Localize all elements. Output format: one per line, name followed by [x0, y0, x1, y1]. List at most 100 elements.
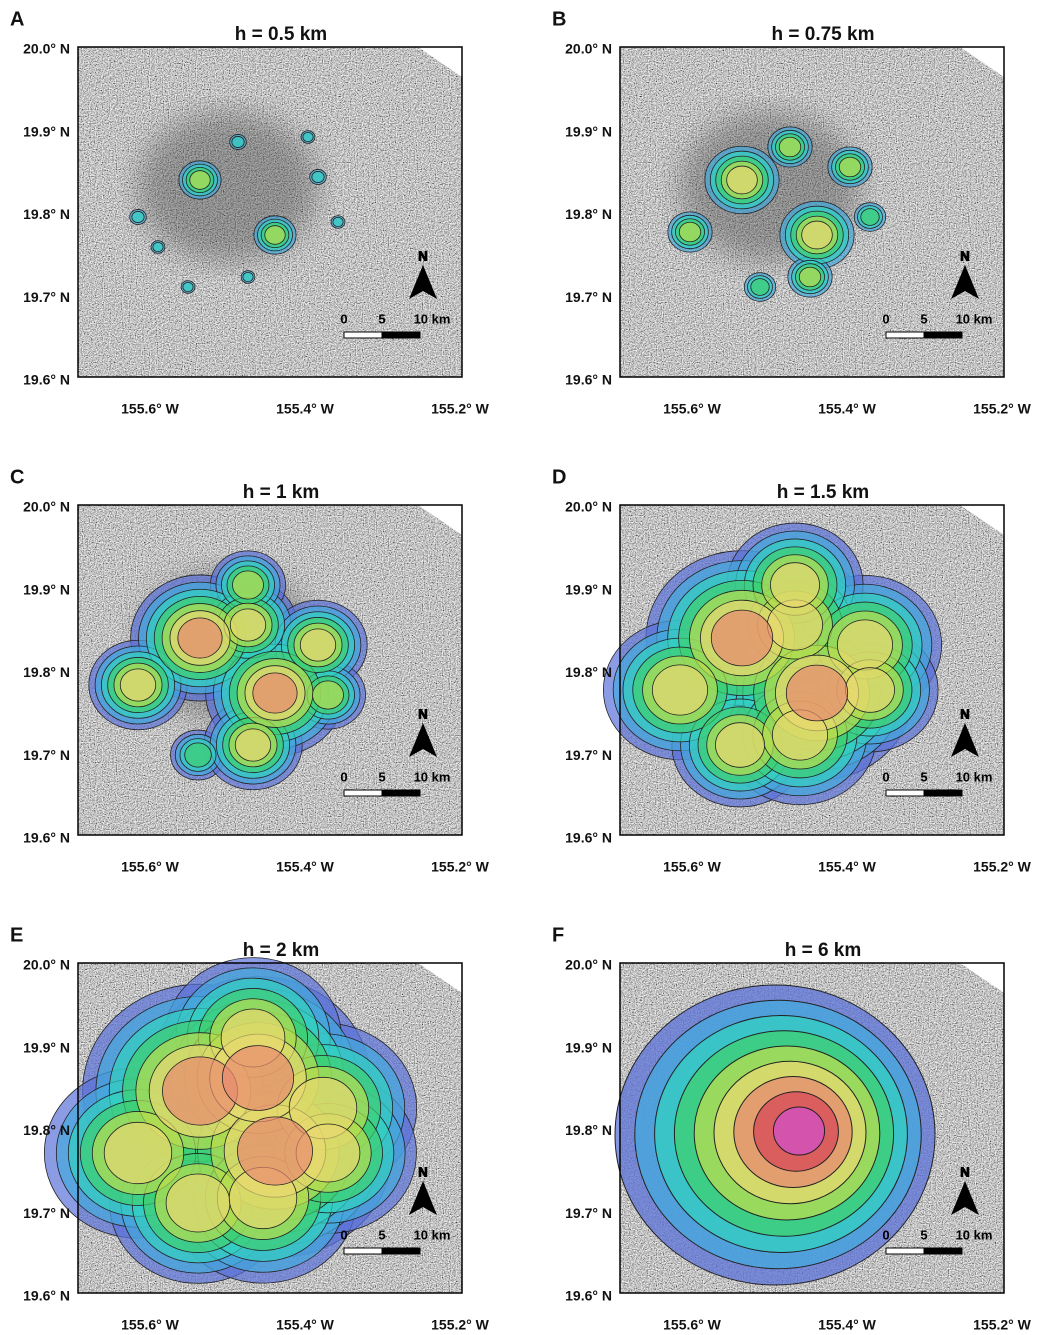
scale-bar-black [381, 331, 421, 339]
longitude-label: 155.6° W [121, 1317, 180, 1330]
longitude-label: 155.2° W [973, 859, 1032, 875]
north-arrow [951, 1181, 979, 1215]
map-frame [77, 962, 463, 1294]
panel-letter: C [10, 466, 24, 488]
panel-letter: E [10, 924, 23, 946]
latitude-label: 20.0° N [565, 957, 612, 973]
panel-title: h = 1.5 km [777, 482, 869, 503]
contour [838, 156, 862, 178]
longitude-label: 155.2° W [973, 401, 1032, 417]
map-corner [418, 47, 462, 77]
contour [651, 664, 709, 716]
panel-letter: F [552, 924, 564, 946]
contour [778, 136, 802, 158]
contour [770, 562, 820, 608]
contour [177, 617, 223, 659]
map-panel: Bh = 0.75 km 20.0° N 19.9° N 19.8° N 19.7° N… [552, 8, 1032, 416]
scale-label: 0 [882, 769, 889, 784]
longitude-label: 155.4° W [818, 1317, 877, 1330]
scale-bar-white [343, 1247, 383, 1255]
north-label: N [960, 248, 969, 263]
scale-label: 5 [920, 1227, 927, 1242]
contour [221, 1045, 295, 1111]
contour [264, 225, 286, 245]
longitude-label: 155.4° W [818, 859, 877, 875]
scale-label: 10 km [956, 769, 993, 784]
density-contours [88, 550, 368, 791]
panel-letter: D [552, 466, 566, 488]
map-corner [960, 505, 1004, 535]
scale-bar-black [923, 1247, 963, 1255]
latitude-label: 19.6° N [23, 1288, 70, 1304]
latitude-label: 19.7° N [565, 747, 612, 763]
scale-label: 10 km [956, 311, 993, 326]
map-corner [418, 505, 462, 535]
scale-label: 0 [340, 311, 347, 326]
scale-bar-white [885, 1247, 925, 1255]
contour [252, 672, 298, 714]
longitude-label: 155.4° W [818, 401, 877, 417]
latitude-label: 19.6° N [565, 1288, 612, 1304]
contour [234, 728, 272, 762]
map-corner [960, 963, 1004, 993]
contour [798, 266, 822, 288]
map-panel: Fh = 6 km 20.0° N 19.9° N 19.8° N 19.7° N 19.… [552, 924, 1032, 1332]
north-label: N [418, 1164, 427, 1179]
latitude-label: 19.8° N [23, 1122, 70, 1138]
contour [232, 570, 264, 600]
panel-letter: A [10, 8, 24, 30]
longitude-label: 155.4° W [276, 401, 335, 417]
latitude-label: 20.0° N [23, 41, 70, 57]
longitude-label: 155.6° W [663, 401, 722, 417]
latitude-label: 19.9° N [565, 1039, 612, 1055]
scale-bar-black [381, 1247, 421, 1255]
contour [184, 742, 212, 768]
longitude-label: 155.6° W [663, 859, 722, 875]
longitude-label: 155.6° W [121, 859, 180, 875]
contour [229, 608, 267, 642]
latitude-label: 19.7° N [565, 289, 612, 305]
longitude-label: 155.6° W [121, 401, 180, 417]
contour [103, 1121, 173, 1185]
latitude-label: 19.6° N [23, 372, 70, 388]
latitude-label: 19.7° N [23, 289, 70, 305]
latitude-label: 19.6° N [23, 830, 70, 846]
latitude-label: 20.0° N [23, 957, 70, 973]
latitude-label: 19.8° N [565, 206, 612, 222]
density-contours [43, 957, 418, 1284]
contour [311, 171, 325, 183]
north-arrow [951, 265, 979, 299]
latitude-label: 19.7° N [23, 1205, 70, 1221]
contour [302, 131, 314, 143]
contour [860, 208, 880, 226]
latitude-label: 19.9° N [23, 1039, 70, 1055]
scale-label: 5 [920, 769, 927, 784]
map-panel: Dh = 1.5 km 20.0° N 19.9° N 19.8° N 19.7° N 1… [552, 466, 1032, 874]
latitude-label: 19.8° N [565, 1122, 612, 1138]
contour [710, 609, 774, 667]
scale-bar-black [923, 331, 963, 339]
latitude-label: 19.6° N [565, 372, 612, 388]
contour [726, 165, 758, 195]
latitude-label: 19.7° N [565, 1205, 612, 1221]
north-label: N [960, 1164, 969, 1179]
scale-label: 5 [920, 311, 927, 326]
longitude-label: 155.4° W [276, 1317, 335, 1330]
map-corner [418, 963, 462, 993]
map-frame [77, 46, 463, 378]
panel-title: h = 1 km [243, 482, 320, 503]
north-arrow [409, 723, 437, 757]
contour [750, 278, 770, 296]
latitude-label: 20.0° N [565, 499, 612, 515]
map-frame [619, 46, 1005, 378]
latitude-label: 19.7° N [23, 747, 70, 763]
scale-label: 0 [340, 769, 347, 784]
north-arrow [951, 723, 979, 757]
scale-bar-white [343, 789, 383, 797]
panel-title: h = 2 km [243, 940, 320, 961]
latitude-label: 19.6° N [565, 830, 612, 846]
map-panel: Ch = 1 km 20.0° N 19.9° N 19.8° N 19.7° N 19.… [10, 466, 490, 874]
longitude-label: 155.4° W [276, 859, 335, 875]
north-arrow [409, 265, 437, 299]
